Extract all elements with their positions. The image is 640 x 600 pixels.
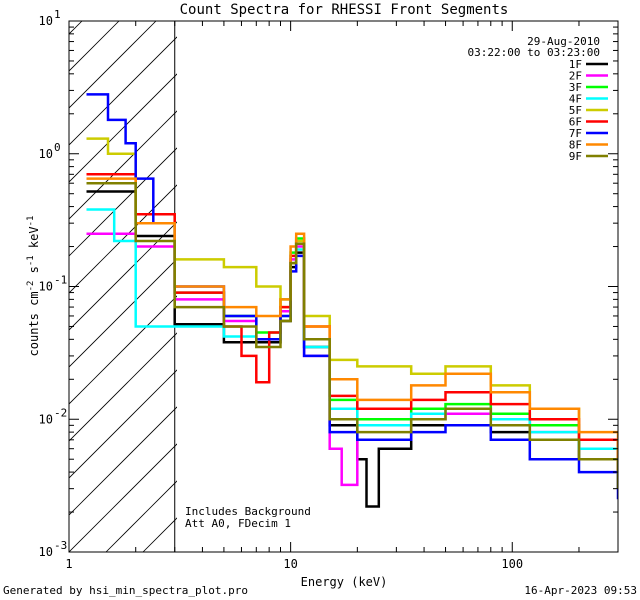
legend-label-6F: 6F [569, 116, 582, 129]
y-label-exponent: -1 [26, 255, 36, 266]
y-tick-exponent: -3 [54, 539, 67, 552]
y-tick-label: 10 [39, 412, 53, 426]
y-tick-exponent: 0 [54, 141, 61, 154]
y-axis-label: counts cm-2 s-1 keV-1 [26, 216, 41, 357]
y-label-exponent: -1 [26, 216, 36, 227]
legend-label-5F: 5F [569, 104, 582, 117]
legend-label-2F: 2F [569, 70, 582, 83]
footer-generator: Generated by hsi_min_spectra_plot.pro [3, 584, 248, 597]
hatch-line [69, 73, 177, 183]
y-tick-label: 10 [39, 545, 53, 559]
series-5F [86, 137, 618, 473]
x-tick-label: 100 [501, 557, 523, 571]
hatch-line [0, 21, 8, 552]
y-label-part: keV [27, 226, 41, 255]
hatch-line [69, 36, 177, 146]
hatch-line [624, 21, 640, 552]
hatch-line [69, 369, 177, 479]
y-tick-label: 10 [39, 147, 53, 161]
series-group [86, 93, 618, 508]
legend-label-9F: 9F [569, 150, 582, 163]
y-label-exponent: -2 [26, 281, 36, 292]
x-axis-label: Energy (keV) [301, 575, 388, 589]
annotation-attenuator: Att A0, FDecim 1 [185, 517, 291, 530]
y-label-part: counts cm [27, 291, 41, 356]
y-tick-exponent: -2 [54, 406, 67, 419]
time-range-label: 03:22:00 to 03:23:00 [468, 46, 600, 59]
legend-label-3F: 3F [569, 81, 582, 94]
hatch-line [69, 221, 177, 331]
legend-label-4F: 4F [569, 93, 582, 106]
y-tick-label: 10 [39, 14, 53, 28]
hatch-line [69, 406, 177, 516]
series-6F [86, 173, 618, 473]
y-tick-exponent: 1 [54, 8, 61, 21]
footer-timestamp: 16-Apr-2023 09:53 [524, 584, 637, 597]
series-7F [86, 93, 618, 500]
hatch-line [69, 295, 177, 405]
series-9F [86, 181, 618, 489]
y-tick-exponent: -1 [54, 274, 67, 287]
x-tick-label: 1 [65, 557, 72, 571]
series-8F [86, 177, 618, 460]
hatch-line [69, 443, 177, 552]
annotation-background: Includes Background [185, 505, 311, 518]
plot-frame [68, 20, 619, 553]
y-label-part: s [27, 266, 41, 280]
legend-label-8F: 8F [569, 139, 582, 152]
chart-title: Count Spectra for RHESSI Front Segments [180, 2, 509, 18]
date-label: 29-Aug-2010 [527, 35, 600, 48]
x-tick-label: 10 [283, 557, 297, 571]
hatch-line [69, 258, 177, 368]
legend-label-1F: 1F [569, 58, 582, 71]
hatch-line [69, 21, 120, 72]
y-tick-label: 10 [39, 280, 53, 294]
legend-label-7F: 7F [569, 127, 582, 140]
excluded-energy-hatch [0, 21, 640, 552]
